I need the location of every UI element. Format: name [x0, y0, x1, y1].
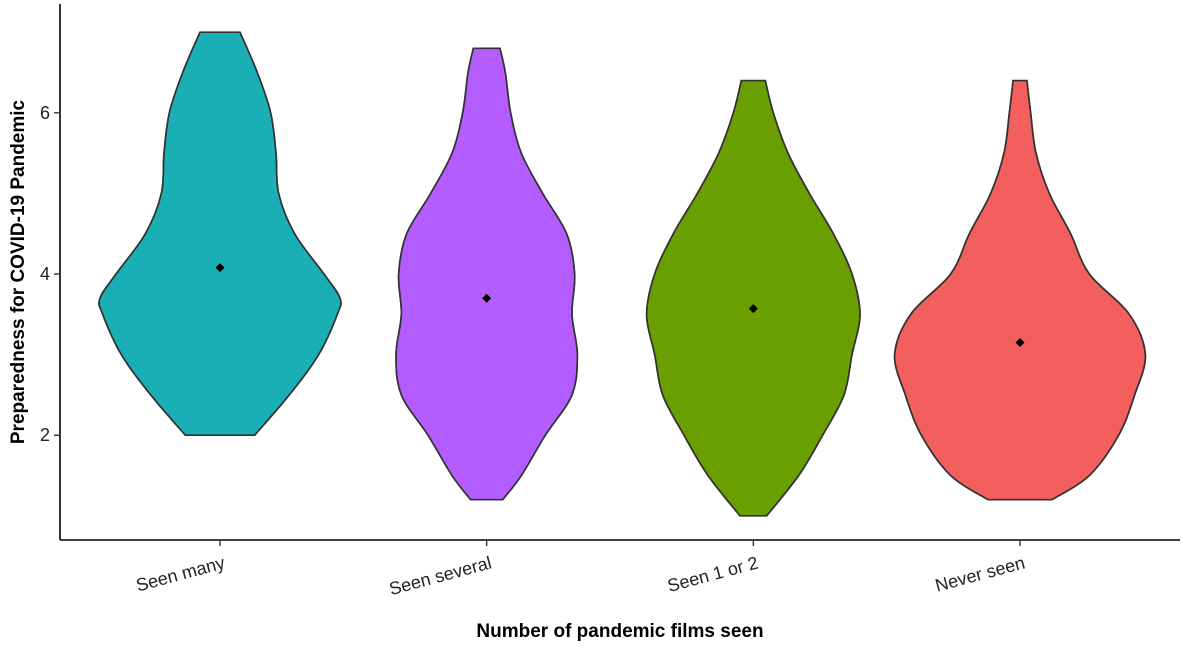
violin-left-edge: [893, 80, 1014, 501]
violin-right-edge: [1026, 80, 1147, 501]
violin-left-edge: [645, 80, 743, 517]
violin-right-edge: [499, 48, 579, 501]
y-tick-label: 6: [40, 103, 50, 123]
x-axis-title: Number of pandemic films seen: [476, 621, 763, 642]
mean-point: [1015, 338, 1025, 348]
violin-body: [645, 79, 861, 517]
x-tick-label: Seen 1 or 2: [665, 553, 760, 596]
violin-right-edge: [764, 80, 861, 517]
mean-point: [482, 293, 492, 303]
violin-body: [893, 79, 1147, 501]
mean-point: [215, 263, 225, 273]
violin-left-edge: [98, 31, 201, 436]
mean-point: [748, 304, 758, 314]
y-axis-title: Preparedness for COVID-19 Pandemic: [8, 99, 29, 444]
y-tick-label: 2: [40, 425, 50, 445]
x-tick-label: Seen many: [134, 553, 227, 596]
y-tick-label: 4: [40, 264, 50, 284]
x-tick-label: Seen several: [387, 553, 494, 600]
violin-left-edge: [395, 48, 475, 501]
violin-body: [395, 47, 579, 501]
violin-right-edge: [239, 31, 342, 436]
x-tick-label: Never seen: [933, 553, 1027, 596]
